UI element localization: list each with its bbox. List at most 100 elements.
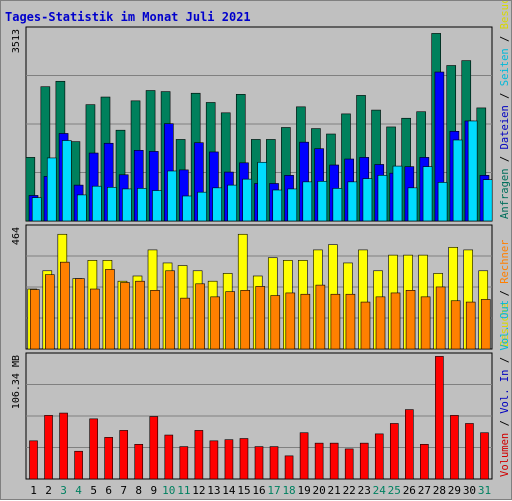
bar	[420, 296, 431, 350]
x-tick-label: 29	[448, 484, 461, 497]
x-tick-label: 19	[297, 484, 310, 497]
bar	[285, 292, 296, 350]
bar	[257, 161, 268, 222]
bar	[377, 175, 388, 222]
panel-2: 464 Besuche / Rechner	[11, 224, 511, 350]
bar	[465, 301, 476, 350]
bar	[31, 197, 42, 222]
bar	[405, 290, 416, 350]
bar	[392, 165, 403, 222]
bar	[119, 430, 129, 480]
bar	[137, 188, 147, 222]
bar	[390, 292, 401, 350]
bar	[104, 437, 113, 480]
bar	[105, 269, 115, 350]
bar	[224, 439, 234, 480]
side-legend-entry: /	[499, 29, 511, 48]
x-tick-label: 30	[463, 484, 476, 497]
x-tick-label: 23	[358, 484, 371, 497]
side-legend-entry: Vol. In	[499, 370, 511, 414]
series-rechner	[29, 261, 491, 350]
side-legend-entry: /	[499, 86, 511, 105]
y-max-label: 106.34 MB	[11, 355, 22, 409]
bar	[437, 182, 448, 222]
bar	[75, 278, 85, 350]
x-tick-label: 2	[45, 484, 52, 497]
bar	[269, 446, 279, 480]
bar	[44, 415, 53, 480]
bar	[345, 293, 356, 350]
x-tick-label: 24	[373, 484, 387, 497]
x-tick-label: 14	[222, 484, 236, 497]
bar	[167, 170, 177, 222]
bar	[212, 187, 222, 222]
bar	[182, 195, 192, 222]
side-legend-entry: Besuche	[499, 1, 511, 29]
x-tick-label: 11	[177, 484, 190, 497]
bar	[134, 443, 144, 480]
x-tick-label: 7	[120, 484, 127, 497]
bar	[450, 300, 461, 350]
bar	[240, 290, 251, 350]
bar	[405, 409, 414, 480]
bar	[270, 295, 281, 350]
bar	[299, 432, 309, 480]
bar	[422, 166, 433, 222]
bar	[197, 191, 207, 222]
side-legend-entry: /	[499, 414, 511, 433]
bar	[450, 415, 459, 480]
bar	[465, 423, 474, 480]
side-legend-entry: /	[499, 149, 511, 168]
bar	[92, 185, 102, 222]
bar	[165, 270, 175, 350]
bar	[272, 189, 283, 222]
x-tick-label: 27	[418, 484, 431, 497]
x-tick-label: 31	[478, 484, 491, 497]
x-tick-label: 1	[30, 484, 37, 497]
side-legend: Volumen / Vol. In / Vol. Out	[499, 300, 511, 477]
side-legend: Besuche / Rechner	[499, 240, 511, 348]
bar	[44, 274, 55, 350]
chart-panels: 3513 Anfragen / Dateien / Seiten / Besuch…	[11, 1, 511, 480]
side-legend-entry: Rechner	[499, 240, 511, 284]
side-legend-entry: Seiten	[499, 48, 511, 86]
bar	[359, 442, 369, 480]
bar	[152, 190, 162, 222]
side-legend-entry: /	[499, 284, 511, 303]
y-max-label: 3513	[11, 29, 22, 53]
bar	[254, 446, 264, 480]
bar	[77, 194, 87, 222]
bar	[302, 181, 313, 222]
bar	[314, 442, 324, 480]
bar	[360, 301, 371, 350]
x-tick-label: 8	[135, 484, 142, 497]
bar	[227, 184, 237, 222]
bar	[195, 283, 205, 350]
bar	[149, 416, 159, 480]
bar	[29, 440, 38, 480]
bar	[59, 412, 68, 480]
x-tick-label: 12	[192, 484, 205, 497]
bar	[389, 423, 399, 480]
bar	[225, 291, 235, 350]
bar	[315, 284, 326, 350]
series-volumen	[29, 356, 489, 480]
bar	[89, 418, 98, 480]
bar	[300, 293, 311, 350]
bar	[332, 188, 343, 222]
bar	[90, 288, 100, 350]
bar	[452, 139, 463, 222]
x-tick-label: 4	[75, 484, 82, 497]
x-tick-label: 26	[403, 484, 416, 497]
bar	[122, 188, 132, 222]
bar	[209, 440, 219, 480]
bar	[135, 280, 145, 350]
bar	[60, 261, 70, 350]
x-axis-tick-labels: 1 2 3 4 5 6 7 8 9 10 11 12 13 14 15 16 17 18 19 20 21 22 23 24 2…	[30, 484, 491, 497]
chart-title: Tages-Statistik im Monat Juli 2021	[5, 10, 251, 24]
side-legend-entry: Anfragen	[499, 168, 511, 219]
bar	[74, 450, 83, 480]
x-tick-label: 6	[105, 484, 112, 497]
bar	[420, 443, 429, 480]
